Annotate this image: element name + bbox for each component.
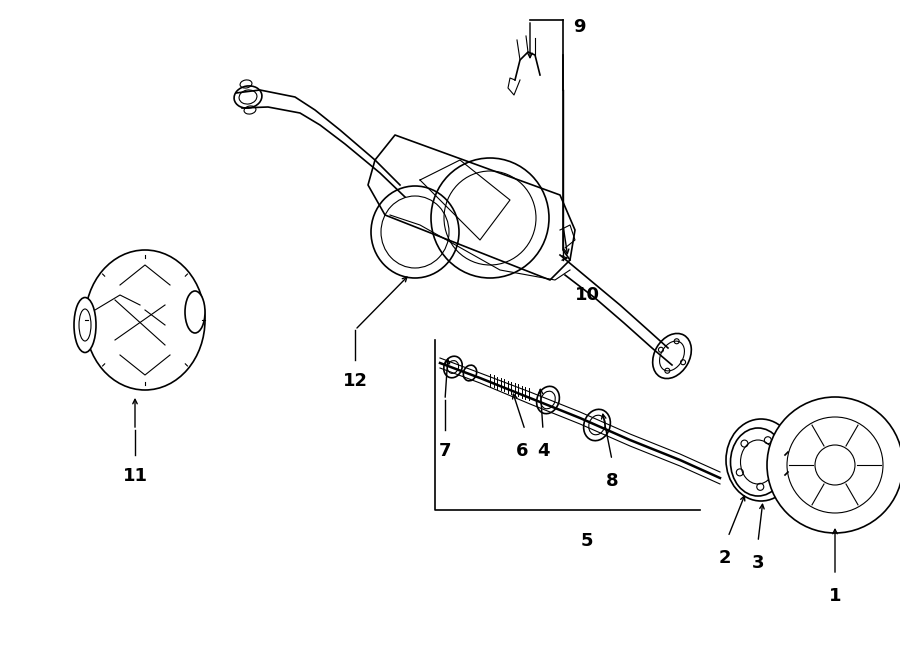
Text: 7: 7: [439, 442, 451, 460]
Ellipse shape: [536, 386, 560, 414]
Text: 12: 12: [343, 372, 367, 390]
Text: 10: 10: [575, 286, 600, 304]
Text: 9: 9: [573, 18, 586, 36]
Text: 8: 8: [606, 472, 618, 490]
Text: 6: 6: [516, 442, 528, 460]
Circle shape: [767, 397, 900, 533]
Ellipse shape: [583, 409, 610, 441]
Text: 3: 3: [752, 554, 764, 572]
Ellipse shape: [185, 291, 205, 333]
Text: 4: 4: [536, 442, 549, 460]
Ellipse shape: [74, 297, 96, 352]
Ellipse shape: [731, 428, 786, 496]
Text: 1: 1: [829, 587, 842, 605]
Text: 11: 11: [122, 467, 148, 485]
Text: 2: 2: [719, 549, 731, 567]
Ellipse shape: [85, 250, 205, 390]
Text: 5: 5: [580, 532, 593, 550]
